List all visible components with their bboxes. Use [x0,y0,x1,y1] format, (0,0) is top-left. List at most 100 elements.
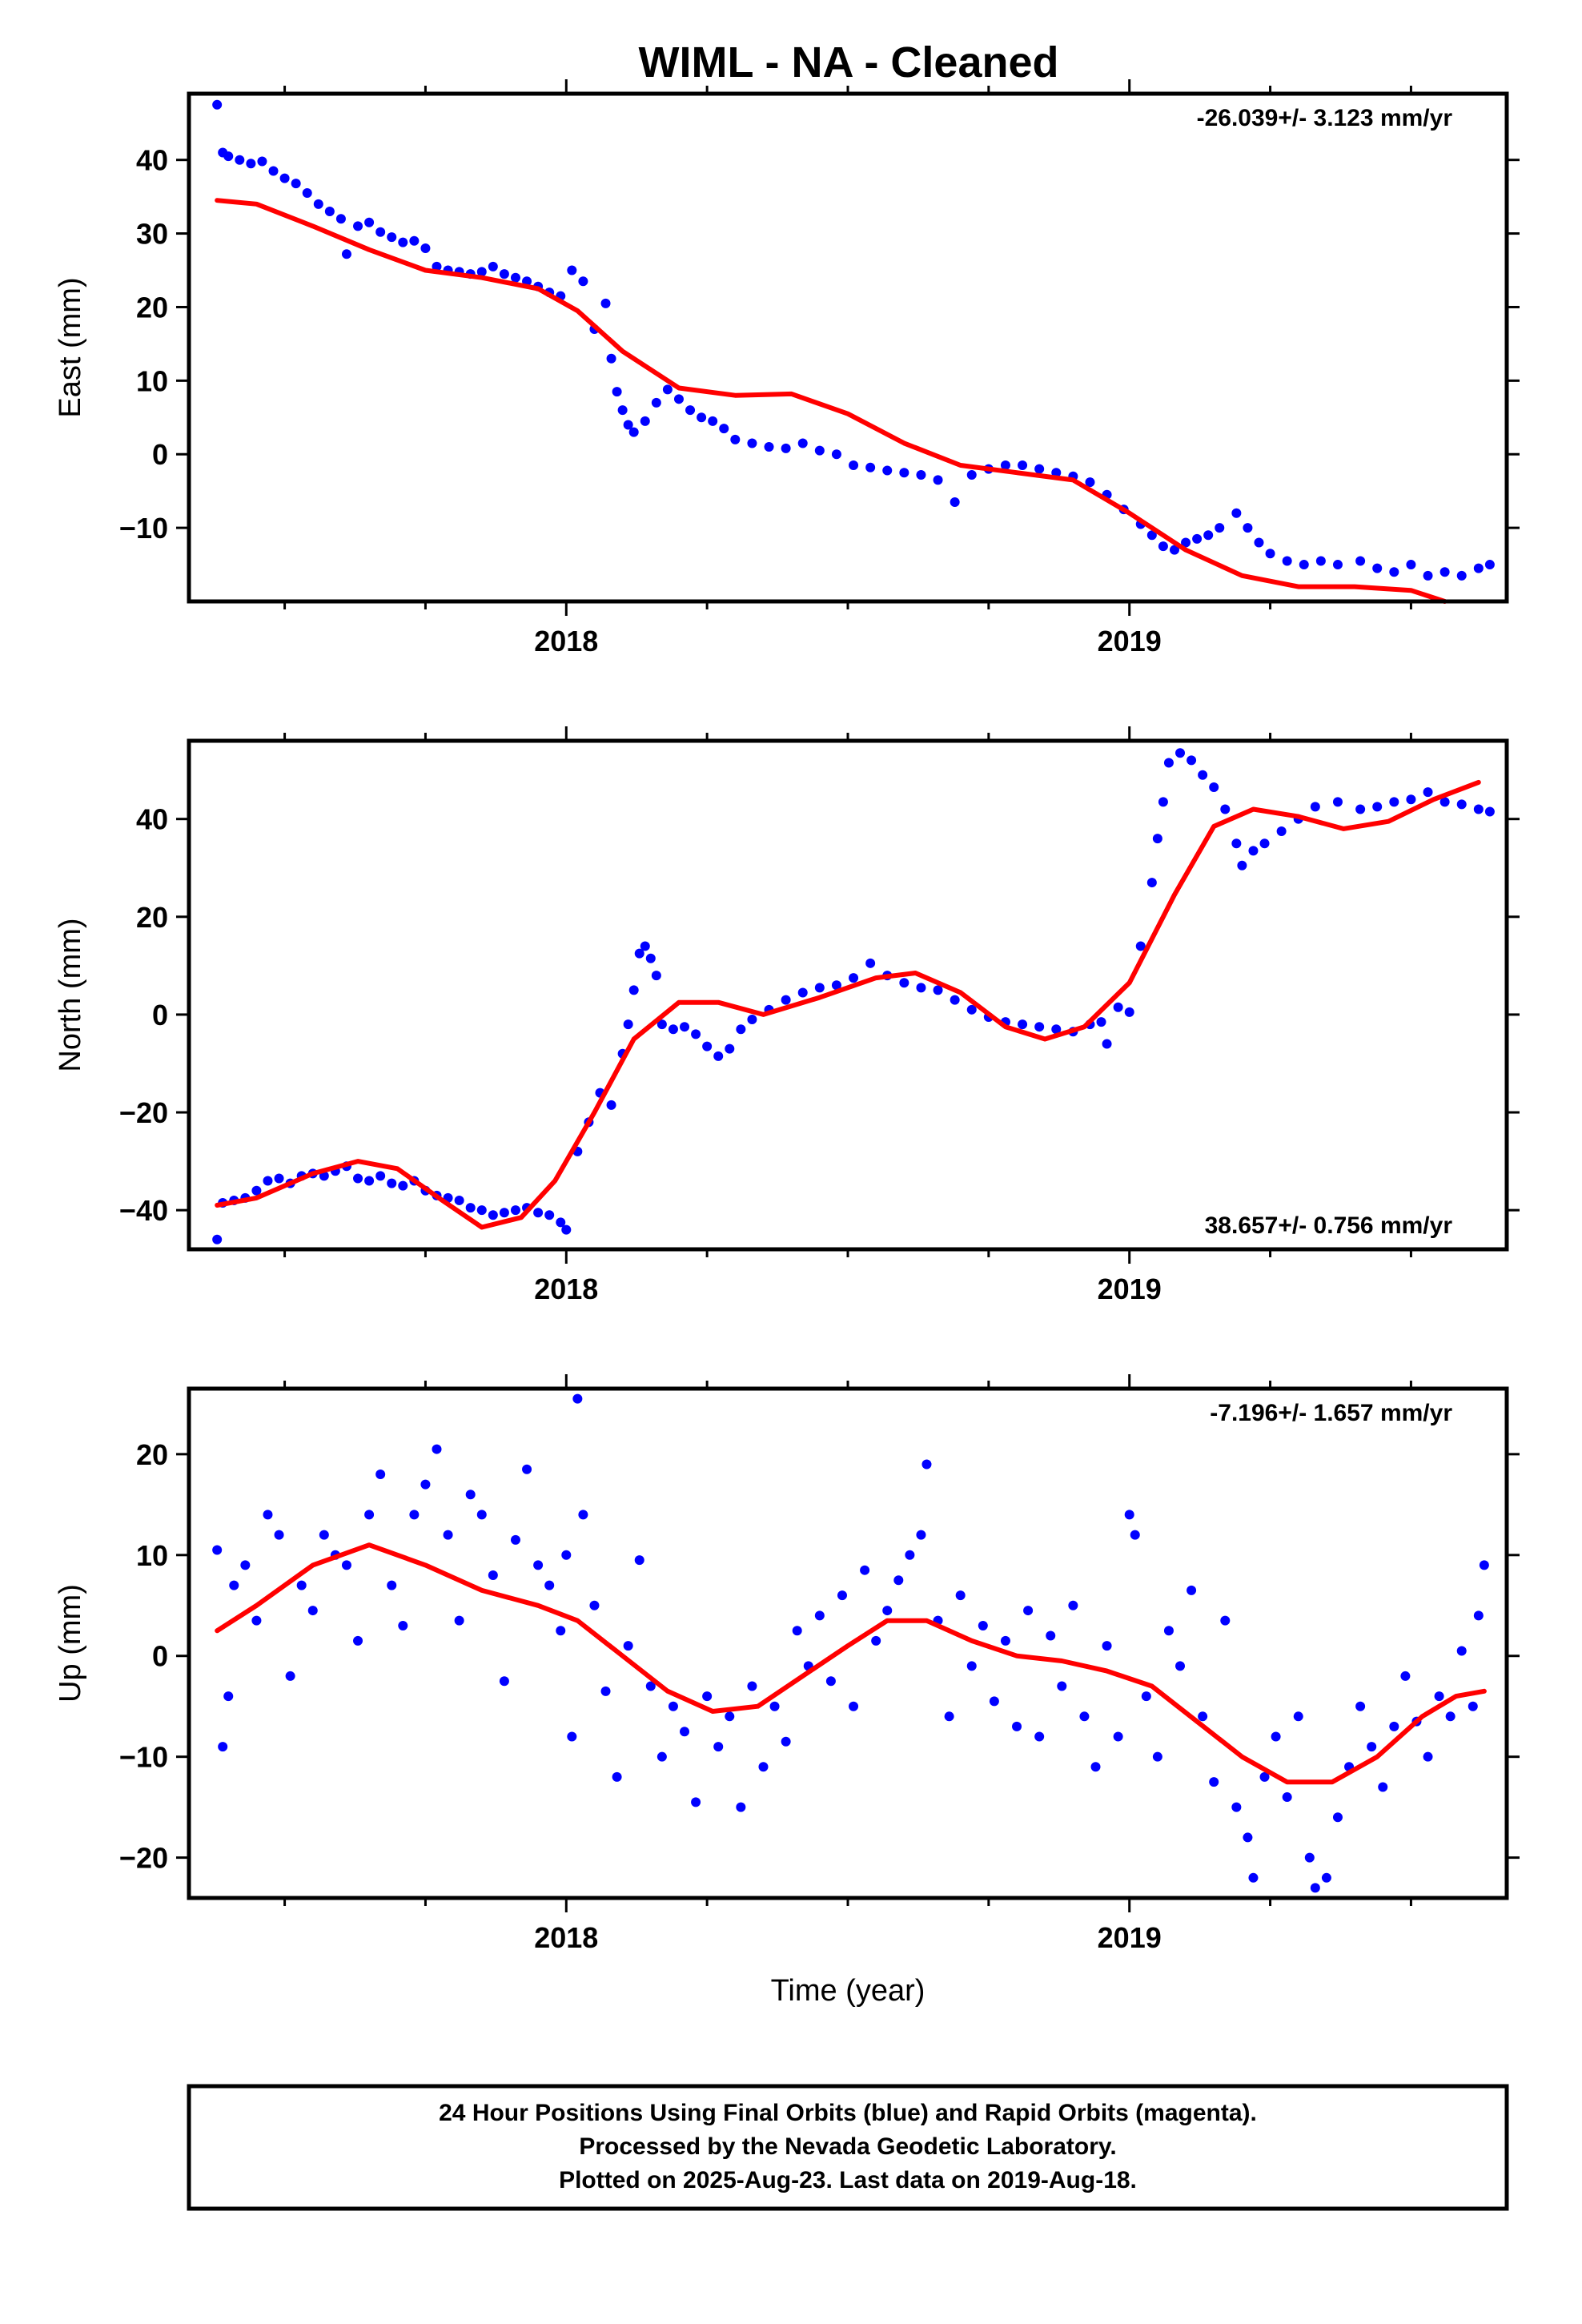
up-data-point [600,1686,611,1696]
east-data-point [623,420,633,430]
north-data-point [465,1203,476,1213]
east-data-point [246,159,256,169]
north-data-point [212,1234,223,1244]
east-y-tick-label: 40 [136,144,168,177]
north-data-point [1456,799,1467,810]
up-data-point [432,1444,442,1454]
up-data-point [1468,1701,1478,1711]
up-data-point [1479,1560,1489,1570]
east-data-point [1146,530,1157,541]
up-data-point [218,1742,228,1752]
up-data-point [1124,1510,1134,1520]
east-data-point [1372,563,1383,573]
north-data-point [1034,1022,1045,1032]
up-data-point [1186,1585,1197,1595]
east-data-point [1181,537,1191,548]
up-data-point [1102,1641,1112,1651]
footer-line-3: Plotted on 2025-Aug-23. Last data on 201… [559,2167,1137,2193]
east-data-point [420,243,431,253]
up-data-point [825,1676,836,1687]
up-data-point [454,1615,464,1626]
north-data-point [1372,802,1383,812]
east-data-point [1018,460,1028,471]
east-data-point [781,443,791,453]
north-data-point [950,995,960,1005]
up-panel: −20 −10 0 10 20 2018 2019 Up (mm) -7.196+/- 1.… [54,1374,1520,2008]
up-data-point [1310,1883,1320,1893]
up-data-point [814,1610,825,1621]
east-data-point [797,438,808,448]
north-data-point [725,1043,735,1054]
east-data-point [1243,523,1253,533]
up-data-point [1175,1661,1186,1671]
up-data-point [680,1727,690,1737]
north-data-point [561,1224,572,1235]
east-data-point [730,434,741,444]
east-data-point [849,460,859,471]
east-data-point [223,151,234,162]
up-data-point [1163,1626,1174,1636]
up-data-point [307,1606,318,1616]
east-data-point [600,298,611,308]
up-data-point [893,1575,904,1586]
up-data-point [223,1691,234,1702]
up-data-point [544,1580,555,1590]
up-data-point [1079,1711,1090,1722]
up-data-point [1282,1792,1292,1803]
east-data-point [1034,464,1045,474]
north-rate-label: 38.657+/- 0.756 mm/yr [1205,1212,1453,1239]
east-y-tick-label: 0 [152,438,168,471]
north-data-points [212,748,1495,1244]
up-data-point [1198,1711,1208,1722]
east-data-point [341,249,351,259]
east-data-point [1203,530,1214,541]
north-data-point [1237,860,1247,870]
up-y-tick-label: 0 [152,1640,168,1673]
north-data-point [1473,804,1484,814]
north-plot-frame [187,738,1509,1252]
north-data-point [831,980,841,991]
north-data-point [736,1024,746,1035]
north-data-point [1332,797,1343,807]
up-data-point [1293,1711,1303,1722]
up-data-point [1000,1635,1010,1646]
east-data-point [966,469,977,480]
north-data-point [1209,782,1219,793]
east-data-point [1192,533,1203,544]
up-data-point [296,1580,307,1590]
east-data-point [764,442,774,452]
up-data-point [860,1565,870,1575]
up-data-point [713,1742,724,1752]
east-data-point [882,465,893,476]
north-y-tick-label: −20 [119,1096,168,1129]
east-data-point [268,166,279,176]
up-data-point [944,1711,954,1722]
up-data-point [375,1470,386,1480]
up-data-point [1090,1762,1101,1772]
north-panel: −40 −20 0 20 40 2018 2019 North (mm) 38.657+/-… [54,726,1520,1305]
north-data-point [1186,755,1197,766]
north-data-point [747,1015,757,1025]
up-data-point [341,1560,351,1570]
east-data-point [1000,460,1010,471]
up-data-point [1046,1630,1056,1641]
up-axis-ticks: −20 −10 0 10 20 2018 2019 [119,1374,1520,1954]
east-data-point [1051,468,1062,478]
north-data-point [691,1029,701,1039]
up-data-point [556,1626,566,1636]
north-data-point [499,1208,509,1218]
north-data-point [1220,804,1231,814]
up-data-point [420,1479,431,1490]
north-data-point [933,985,943,995]
up-data-point [656,1751,667,1762]
north-data-point [263,1176,273,1186]
up-data-point [510,1534,520,1545]
up-data-point [747,1681,757,1691]
east-data-point [476,267,487,277]
up-data-point [1434,1691,1444,1702]
up-data-point [589,1600,600,1610]
up-data-point [668,1701,678,1711]
east-data-point [1423,570,1433,581]
up-data-point [1259,1771,1270,1782]
up-data-point [1473,1610,1484,1621]
